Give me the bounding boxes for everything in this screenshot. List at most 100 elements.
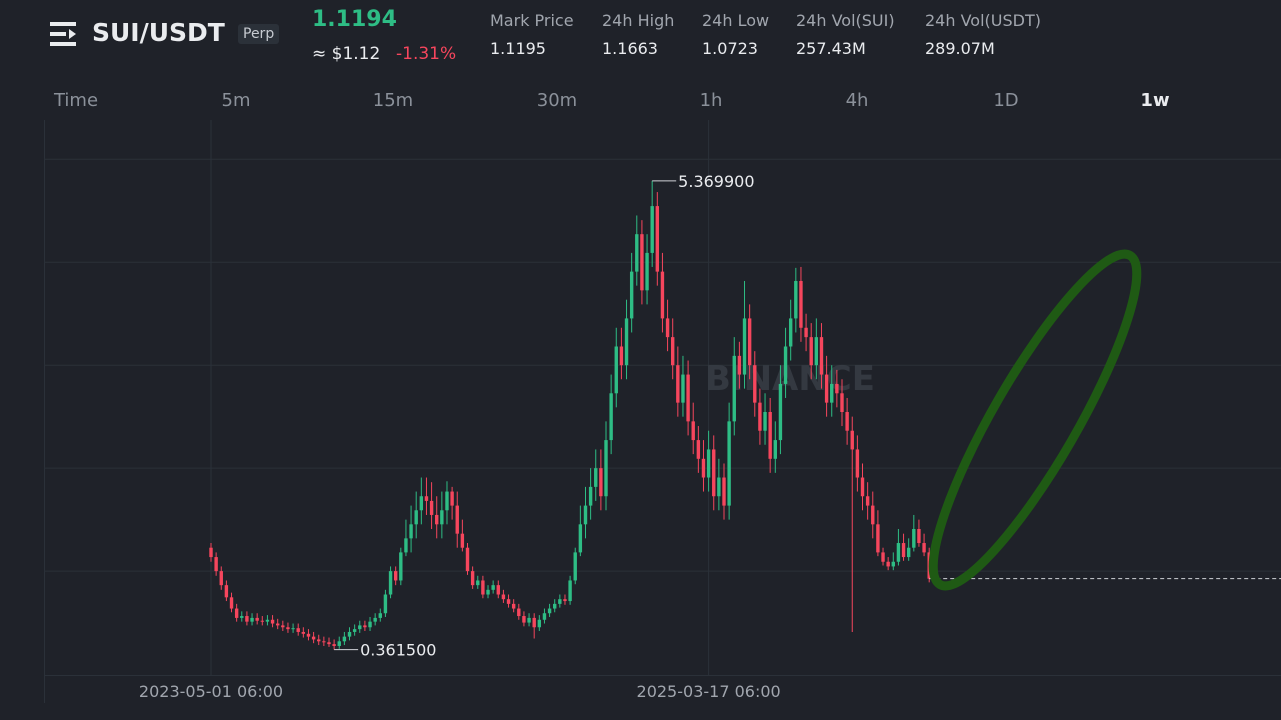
usd-price: ≈ $1.12 bbox=[312, 44, 381, 64]
candle-body bbox=[660, 271, 665, 319]
candle-body bbox=[358, 625, 362, 630]
candle-body bbox=[830, 383, 834, 403]
candle-body bbox=[768, 412, 772, 459]
candle-body bbox=[260, 620, 264, 622]
stat-label: 24h Vol(USDT) bbox=[925, 11, 1041, 30]
interval-tab[interactable]: 30m bbox=[537, 90, 577, 111]
candle-body bbox=[275, 623, 280, 626]
candle-body bbox=[429, 500, 434, 515]
candle-body bbox=[255, 617, 259, 621]
candle-body bbox=[640, 234, 644, 291]
candle-body bbox=[594, 468, 598, 487]
candle-body bbox=[440, 510, 444, 525]
interval-tab[interactable]: 1D bbox=[993, 90, 1018, 111]
candle-body bbox=[409, 524, 413, 539]
candle-body bbox=[501, 594, 506, 600]
price-change: -1.31% bbox=[396, 44, 457, 64]
candle-body bbox=[445, 491, 449, 511]
menu-icon[interactable] bbox=[50, 20, 80, 48]
candle-body bbox=[896, 543, 901, 562]
candle-body bbox=[845, 412, 849, 431]
candle-body bbox=[917, 528, 921, 544]
candle-body bbox=[794, 280, 798, 319]
candle-body bbox=[491, 585, 495, 590]
candle-body bbox=[347, 631, 352, 637]
candle-body bbox=[547, 608, 552, 614]
candle-body bbox=[747, 318, 752, 366]
interval-tab[interactable]: Time bbox=[53, 90, 98, 111]
annotation-label: 5.369900 bbox=[678, 172, 754, 191]
candle-body bbox=[327, 642, 331, 645]
candle-body bbox=[778, 383, 783, 441]
candle-body bbox=[383, 594, 388, 614]
candle-body bbox=[881, 552, 885, 562]
candle-body bbox=[455, 505, 459, 534]
candle-body bbox=[373, 617, 377, 622]
candle-body bbox=[342, 636, 347, 642]
stat-value: 289.07M bbox=[925, 39, 995, 58]
candle-body bbox=[599, 468, 603, 497]
interval-tab[interactable]: 4h bbox=[846, 90, 869, 111]
candle-body bbox=[650, 206, 654, 253]
annotation-label: 0.361500 bbox=[360, 641, 436, 660]
candle-body bbox=[588, 486, 593, 506]
interval-tab[interactable]: 15m bbox=[373, 90, 413, 111]
candle-body bbox=[511, 603, 516, 609]
candle-body bbox=[619, 346, 624, 366]
candle-body bbox=[219, 571, 223, 586]
candle-body bbox=[542, 613, 547, 620]
candle-body bbox=[763, 412, 767, 431]
candle-body bbox=[368, 621, 372, 628]
candle-body bbox=[393, 571, 398, 581]
interval-tab[interactable]: 5m bbox=[222, 90, 251, 111]
candle-body bbox=[922, 543, 926, 553]
candle-body bbox=[717, 477, 721, 497]
candle-body bbox=[460, 533, 465, 548]
candle-body bbox=[742, 318, 747, 375]
candle-body bbox=[624, 318, 629, 366]
candle-body bbox=[809, 337, 813, 366]
candle-body bbox=[645, 252, 649, 291]
candle-body bbox=[209, 547, 213, 558]
candle-body bbox=[486, 589, 490, 595]
candle-body bbox=[737, 355, 742, 375]
candle-body bbox=[876, 524, 880, 553]
candle-body bbox=[855, 449, 860, 478]
candle-body bbox=[291, 628, 295, 630]
candle-body bbox=[414, 510, 418, 525]
candle-body bbox=[655, 206, 660, 272]
interval-tab[interactable]: 1w bbox=[1140, 90, 1169, 111]
interval-tab[interactable]: 1h bbox=[700, 90, 723, 111]
candle-body bbox=[609, 393, 613, 441]
candle-body bbox=[614, 346, 618, 394]
candle-body bbox=[691, 421, 695, 441]
candle-body bbox=[296, 628, 300, 632]
candle-body bbox=[517, 608, 521, 617]
candle-body bbox=[865, 496, 870, 506]
candle-body bbox=[234, 608, 239, 618]
candle-body bbox=[332, 644, 336, 646]
candle-body bbox=[527, 617, 531, 623]
candle-body bbox=[732, 355, 736, 422]
symbol[interactable]: SUI/USDT bbox=[92, 18, 225, 47]
candle-body bbox=[629, 271, 634, 319]
stat-label: 24h Low bbox=[702, 11, 770, 30]
candle-body bbox=[696, 440, 701, 459]
x-tick-label: 2023-05-01 06:00 bbox=[139, 682, 283, 701]
stat-value: 1.0723 bbox=[702, 39, 758, 58]
candle-body bbox=[901, 543, 906, 558]
stat-label: 24h Vol(SUI) bbox=[796, 11, 895, 30]
candle-body bbox=[270, 619, 275, 624]
candle-body bbox=[419, 496, 424, 511]
stat-value: 1.1663 bbox=[602, 39, 658, 58]
candle-body bbox=[240, 616, 244, 618]
candle-body bbox=[635, 234, 639, 272]
candle-body bbox=[229, 597, 234, 609]
candle-body bbox=[388, 571, 393, 595]
candle-body bbox=[435, 514, 439, 525]
candle-body bbox=[886, 561, 890, 567]
candle-body bbox=[783, 346, 788, 384]
candle-body bbox=[819, 337, 824, 375]
